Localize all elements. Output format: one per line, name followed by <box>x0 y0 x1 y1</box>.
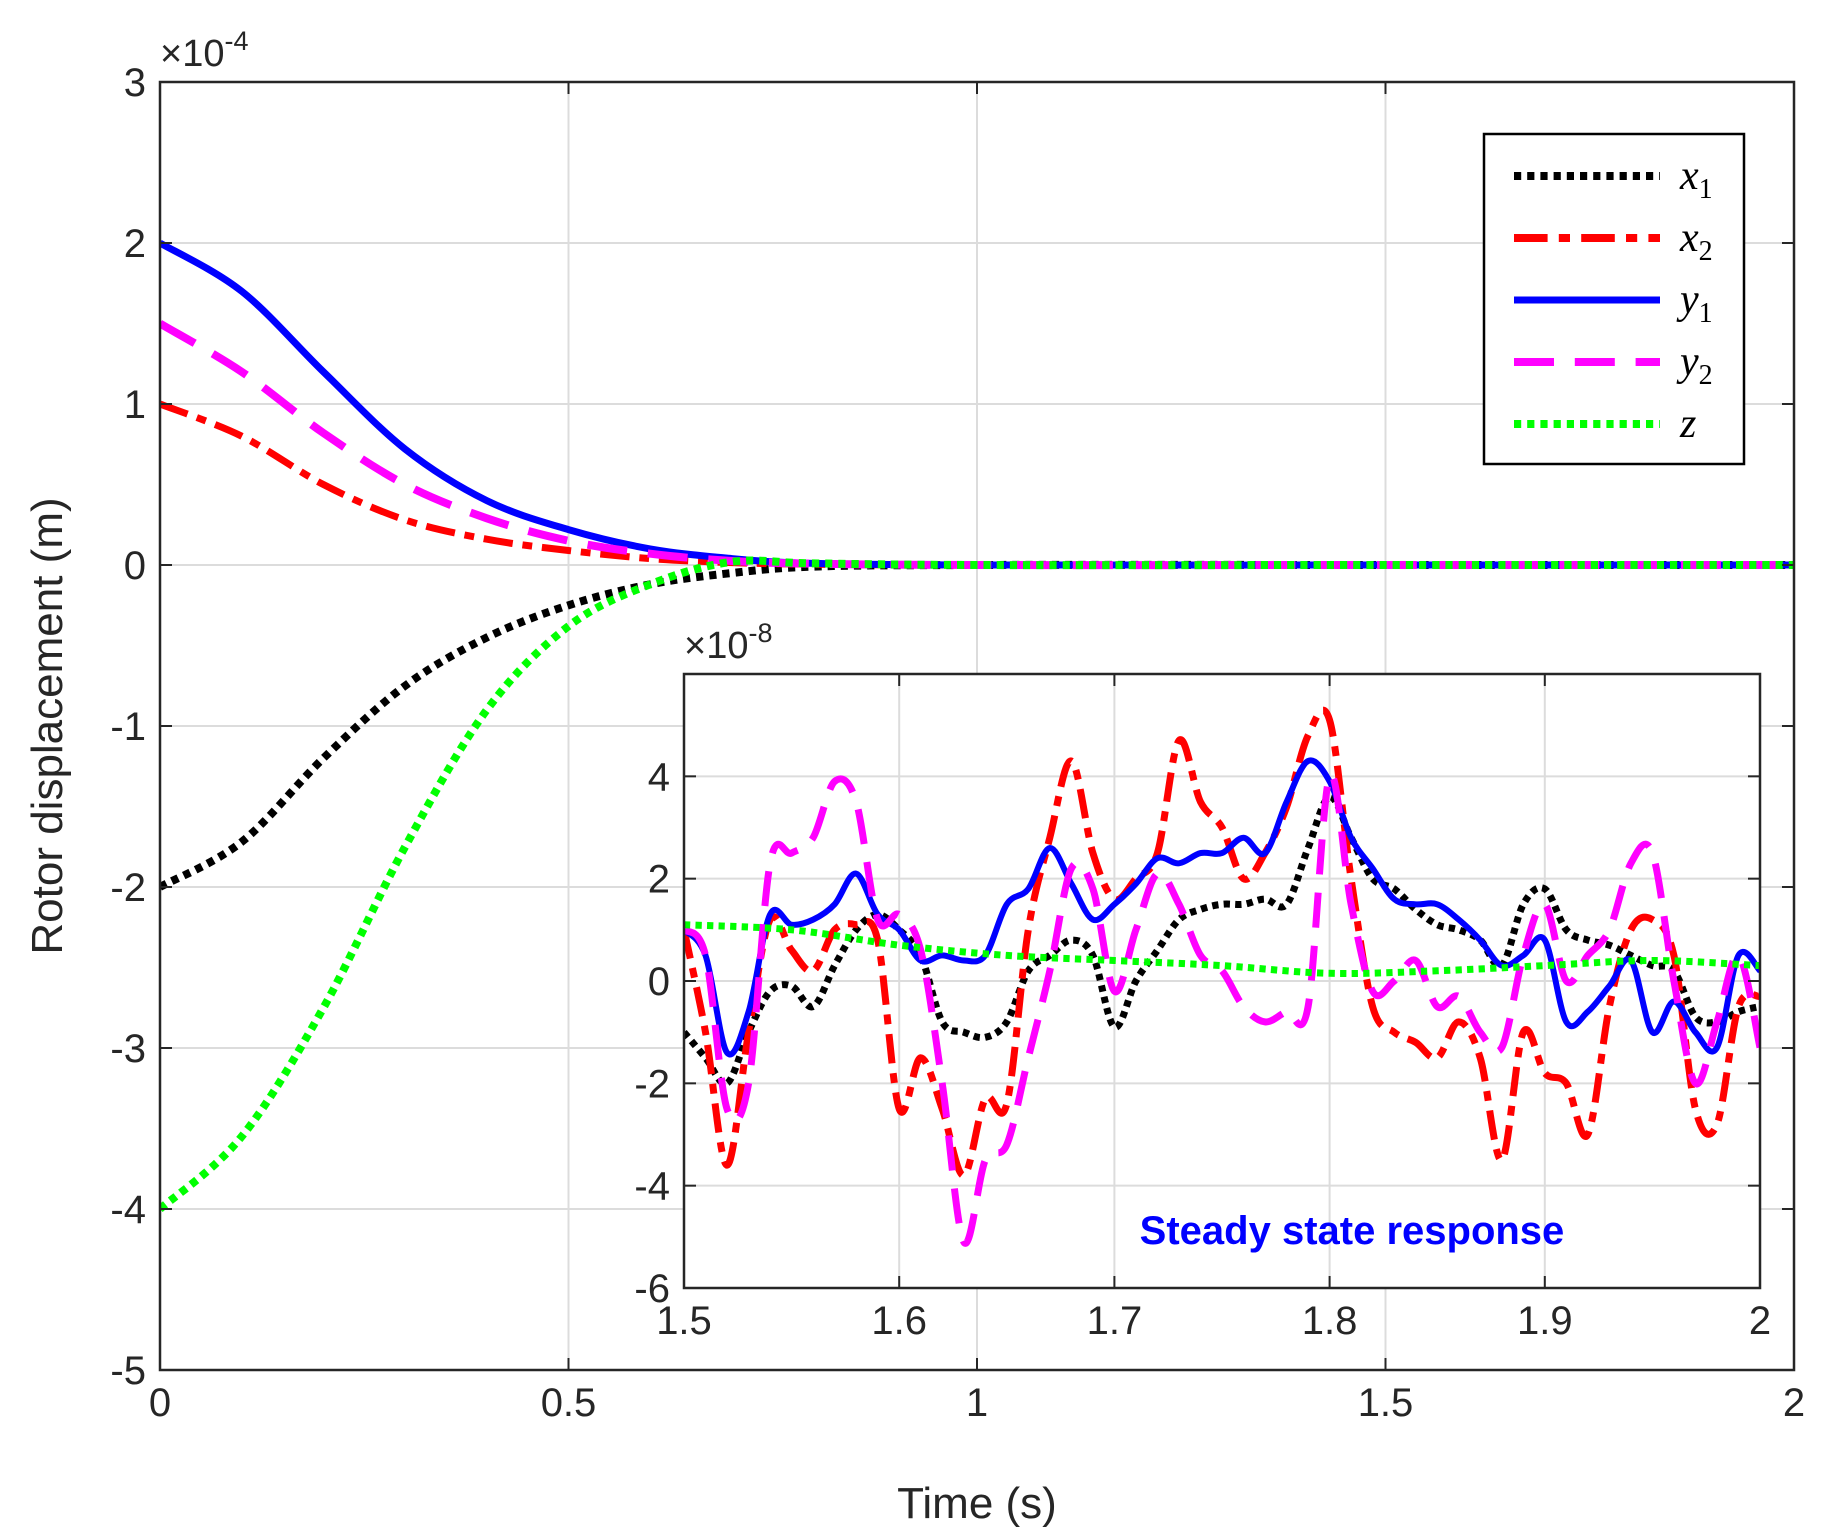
main-series-line-y2 <box>160 320 1794 570</box>
main-ticks: 0 0.5 1 1.5 2 -5 -4 -3 -2 -1 0 1 2 3 <box>110 61 1805 1425</box>
main-series <box>160 239 1794 1213</box>
y-axis-title: Rotor displacement (m) <box>23 497 72 954</box>
legend: x1 x2 y1 y2 z <box>1482 132 1746 466</box>
inset-x-tick-label: 1.8 <box>1302 1299 1358 1343</box>
inset-y-tick-label: 4 <box>648 755 670 799</box>
inset-annotation: Steady state response <box>1140 1209 1565 1253</box>
main-y-tick-label: 2 <box>124 222 146 266</box>
main-y-tick-label: 0 <box>124 544 146 588</box>
inset-x-tick-label: 1.9 <box>1517 1299 1573 1343</box>
inset-y-tick-label: -6 <box>634 1267 670 1311</box>
main-series-line-x2 <box>160 400 1794 569</box>
legend-label-y1: y1 <box>1676 277 1713 329</box>
inset-series-line-y1 <box>684 757 1760 1058</box>
inset-y-tick-label: 2 <box>648 858 670 902</box>
inset-x-tick-label: 1.6 <box>871 1299 927 1343</box>
inset-series-line-x1 <box>684 793 1760 1088</box>
main-y-tick-label: -4 <box>110 1188 146 1232</box>
inset-series <box>684 706 1760 1247</box>
inset-y-exponent: ×10-8 <box>684 618 772 667</box>
main-x-tick-label: 2 <box>1783 1381 1805 1425</box>
main-x-tick-label: 0 <box>149 1381 171 1425</box>
main-series-line-z <box>160 556 1794 1213</box>
main-y-tick-label: -1 <box>110 705 146 749</box>
main-x-tick-label: 0.5 <box>541 1381 597 1425</box>
inset-x-tick-label: 2 <box>1749 1299 1771 1343</box>
main-x-tick-label: 1.5 <box>1358 1381 1414 1425</box>
inset-y-tick-label: -4 <box>634 1165 670 1209</box>
inset-x-tick-label: 1.5 <box>656 1299 712 1343</box>
legend-label-z: z <box>1679 401 1696 447</box>
main-y-tick-label: 3 <box>124 61 146 105</box>
inset-y-tick-label: 0 <box>648 960 670 1004</box>
main-y-tick-label: -3 <box>110 1027 146 1071</box>
main-y-tick-label: -5 <box>110 1349 146 1393</box>
main-x-tick-label: 1 <box>966 1381 988 1425</box>
legend-label-x1: x1 <box>1679 153 1713 205</box>
x-axis-title: Time (s) <box>897 1479 1057 1528</box>
inset-axes: 1.5 1.6 1.7 1.8 1.9 2 -6 -4 -2 0 2 4 ×10-8 Steady s… <box>634 618 1771 1343</box>
inset-y-tick-label: -2 <box>634 1062 670 1106</box>
main-y-tick-label: 1 <box>124 383 146 427</box>
main-y-exponent: ×10-4 <box>160 26 248 75</box>
inset-x-tick-label: 1.7 <box>1087 1299 1143 1343</box>
legend-label-y2: y2 <box>1676 339 1713 391</box>
main-y-tick-label: -2 <box>110 866 146 910</box>
inset-ticks: 1.5 1.6 1.7 1.8 1.9 2 -6 -4 -2 0 2 4 <box>634 674 1771 1343</box>
legend-items: x1 x2 y1 y2 z <box>1514 153 1713 447</box>
legend-label-x2: x2 <box>1679 215 1713 267</box>
inset-series-line-x2 <box>684 706 1760 1179</box>
